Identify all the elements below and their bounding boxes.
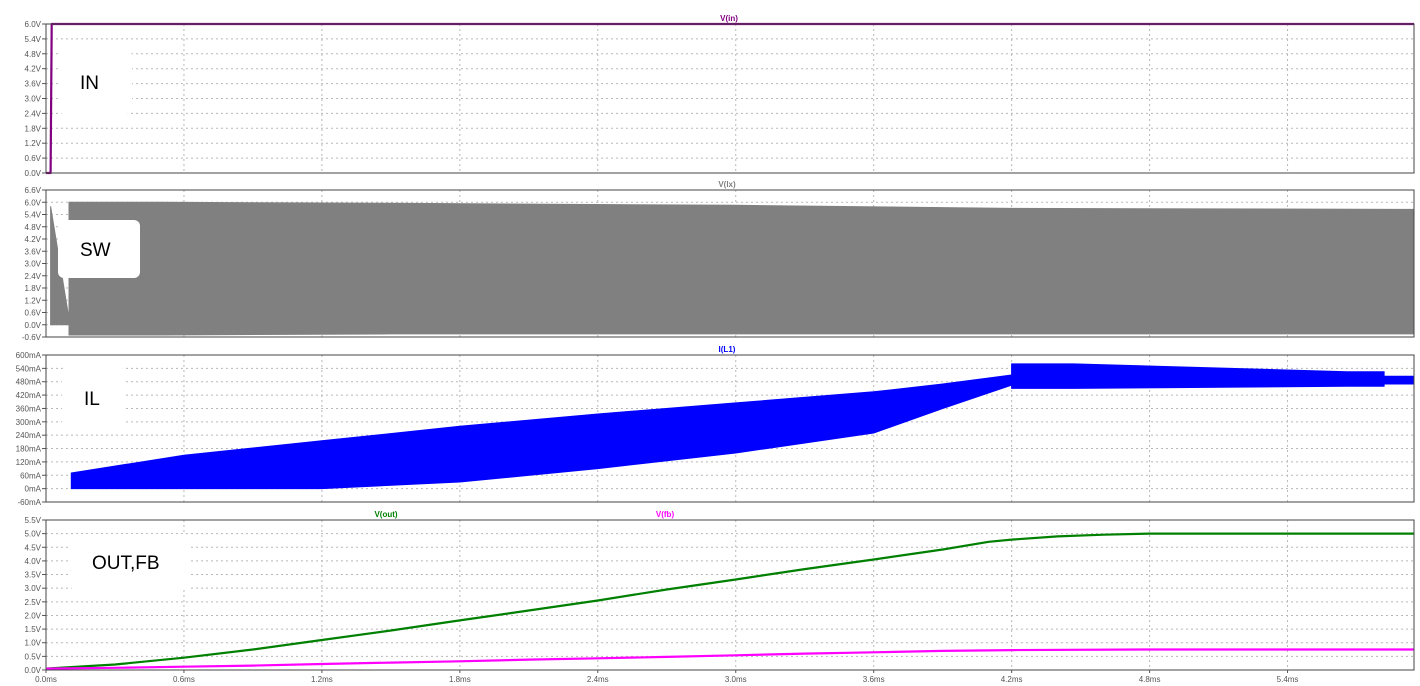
ytick-label-il-3: 120mA [16, 458, 42, 467]
label-box-text-out: OUT,FB [92, 553, 160, 574]
envelope-il-0 [70, 374, 1415, 490]
panel-frame-out [45, 519, 1415, 671]
ytick-label-sw-10: 5.4V [25, 211, 42, 220]
xtick-label-2: 1.2ms [311, 675, 333, 684]
ytick-label-il-0: -60mA [17, 498, 41, 507]
trace-title-in-0: V(in) [720, 14, 738, 23]
ytick-label-il-1: 0mA [25, 485, 42, 494]
xtick-label-6: 3.6ms [863, 675, 885, 684]
label-box-sw [58, 220, 140, 278]
xtick-label-4: 2.4ms [587, 675, 609, 684]
xtick-label-1: 0.6ms [173, 675, 195, 684]
label-box-text-sw: SW [80, 240, 111, 261]
panel-frame-sw [45, 189, 1415, 338]
trace-title-sw-0: V(lx) [718, 180, 736, 189]
ytick-label-sw-0: -0.6V [22, 333, 42, 342]
trace-title-il-0: I(L1) [719, 345, 736, 354]
ytick-label-in-1: 0.6V [25, 154, 42, 163]
xtick-label-0: 0.0ms [35, 675, 57, 684]
ytick-label-out-5: 2.5V [25, 598, 42, 607]
ytick-label-il-4: 180mA [16, 445, 42, 454]
text-layer: 0.0V 0.6V 1.2V 1.8V 2.4V 3.0V 3.6V 4.2V 4.8V 5.4V… [16, 14, 1299, 684]
panel-frame-il [45, 354, 1415, 503]
ytick-label-sw-8: 4.2V [25, 235, 42, 244]
xtick-label-9: 5.4ms [1277, 675, 1299, 684]
label-box-text-in: IN [80, 73, 99, 94]
label-box-text-il: IL [84, 389, 100, 410]
ytick-label-out-7: 3.5V [25, 571, 42, 580]
ytick-label-il-9: 480mA [16, 378, 42, 387]
ytick-label-sw-6: 3.0V [25, 260, 42, 269]
label-box-il [62, 366, 124, 430]
frames-layer [45, 23, 1415, 673]
ytick-label-out-10: 5.0V [25, 530, 42, 539]
trace-title-out-0: V(out) [374, 510, 397, 519]
xtick-label-5: 3.0ms [725, 675, 747, 684]
ytick-label-out-4: 2.0V [25, 611, 42, 620]
ytick-label-in-2: 1.2V [25, 139, 42, 148]
ytick-label-in-4: 2.4V [25, 109, 42, 118]
ytick-label-in-7: 4.2V [25, 65, 42, 74]
ytick-label-il-10: 540mA [16, 364, 42, 373]
panel-frame-in [45, 23, 1415, 174]
ytick-label-sw-5: 2.4V [25, 272, 42, 281]
ytick-label-sw-12: 6.6V [25, 186, 42, 195]
ytick-label-sw-7: 3.6V [25, 247, 42, 256]
ytick-label-in-9: 5.4V [25, 35, 42, 44]
ytick-label-in-0: 0.0V [25, 169, 42, 178]
ytick-label-il-6: 300mA [16, 418, 42, 427]
ytick-label-in-3: 1.8V [25, 124, 42, 133]
ytick-label-sw-11: 6.0V [25, 198, 42, 207]
ytick-label-out-9: 4.5V [25, 543, 42, 552]
trace-out-1 [45, 648, 1414, 670]
ytick-label-il-2: 60mA [20, 471, 42, 480]
ytick-label-out-0: 0.0V [25, 666, 42, 675]
ytick-label-in-5: 3.0V [25, 95, 42, 104]
label-box-in [58, 50, 132, 114]
ytick-label-sw-2: 0.6V [25, 309, 42, 318]
ytick-label-out-6: 3.0V [25, 584, 42, 593]
ytick-label-il-8: 420mA [16, 391, 42, 400]
envelope-il-1 [1011, 363, 1385, 389]
ytick-label-out-1: 0.5V [25, 652, 42, 661]
ytick-label-il-11: 600mA [16, 351, 42, 360]
xtick-label-7: 4.2ms [1001, 675, 1023, 684]
ytick-label-out-11: 5.5V [25, 516, 42, 525]
ytick-label-out-3: 1.5V [25, 625, 42, 634]
ytick-label-in-6: 3.6V [25, 80, 42, 89]
envelope-sw-0 [50, 201, 1415, 336]
ytick-label-sw-3: 1.2V [25, 296, 42, 305]
ytick-label-il-5: 240mA [16, 431, 42, 440]
xtick-label-8: 4.8ms [1139, 675, 1161, 684]
trace-out-0 [45, 532, 1414, 670]
ytick-label-sw-1: 0.0V [25, 321, 42, 330]
ytick-label-in-8: 4.8V [25, 50, 42, 59]
ytick-label-il-7: 360mA [16, 404, 42, 413]
ytick-label-out-2: 1.0V [25, 639, 42, 648]
ytick-label-out-8: 4.0V [25, 557, 42, 566]
ytick-label-sw-4: 1.8V [25, 284, 42, 293]
trace-title-out-1: V(fb) [656, 510, 675, 519]
xtick-label-3: 1.8ms [449, 675, 471, 684]
ytick-label-sw-9: 4.8V [25, 223, 42, 232]
label-box-out [70, 534, 190, 590]
ytick-label-in-10: 6.0V [25, 20, 42, 29]
